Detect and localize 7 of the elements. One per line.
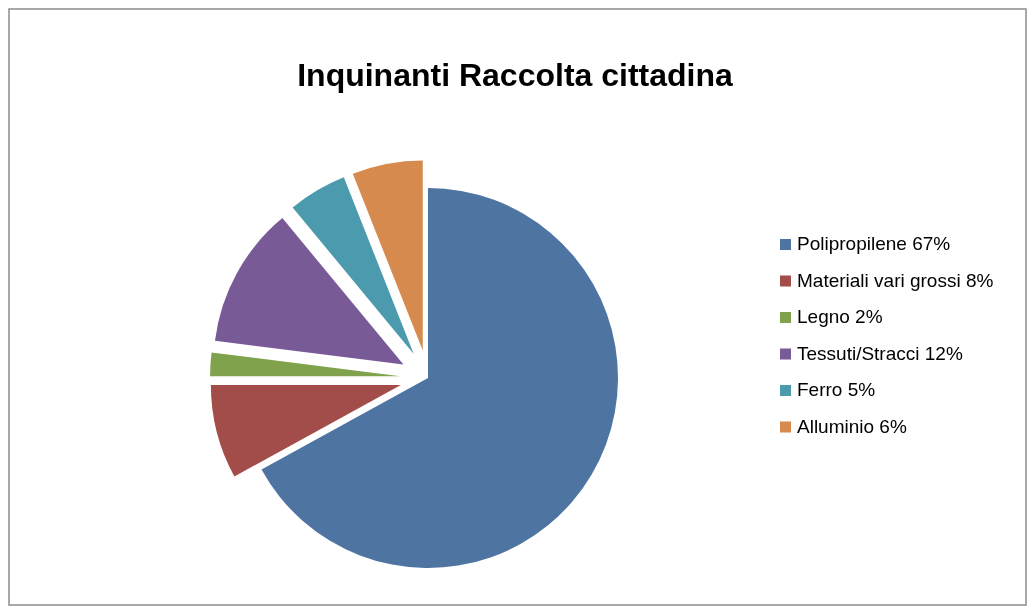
legend-label: Ferro 5% (797, 379, 876, 400)
legend-label: Tessuti/Stracci 12% (797, 342, 963, 364)
legend-label: Materiali vari grossi 8% (797, 269, 994, 291)
legend-label: Legno 2% (797, 306, 883, 327)
legend-label: Alluminio 6% (797, 415, 907, 437)
chart-title: Inquinanti Raccolta cittadina (297, 57, 734, 93)
legend-label: Polipropilene 67% (797, 233, 951, 254)
